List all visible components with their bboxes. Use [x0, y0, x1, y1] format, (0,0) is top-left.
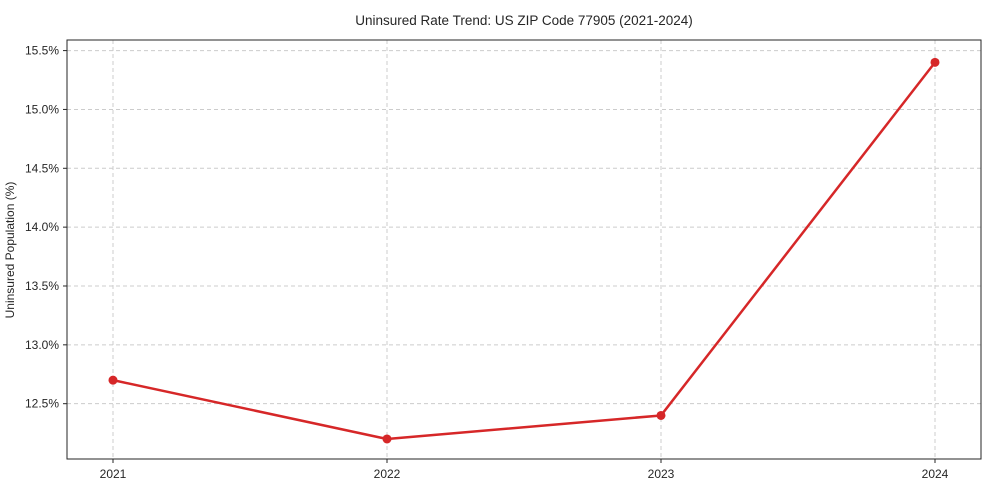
x-tick-label: 2021 [100, 467, 127, 481]
x-tick-label: 2024 [922, 467, 949, 481]
y-axis-label: Uninsured Population (%) [3, 182, 17, 319]
trend-line [111, 61, 937, 441]
plot-border [66, 39, 982, 460]
data-point-marker [382, 434, 392, 444]
data-series [108, 57, 940, 444]
y-tick-label: 15.5% [25, 44, 59, 58]
gridlines [67, 40, 981, 459]
x-tick-label: 2022 [374, 467, 401, 481]
data-point-marker [108, 375, 118, 385]
data-point-marker [656, 410, 666, 420]
y-tick-label: 14.5% [25, 161, 59, 175]
y-tick-label: 15.0% [25, 102, 59, 116]
y-tick-label: 13.5% [25, 279, 59, 293]
data-point-marker [930, 57, 940, 67]
axis-ticks [63, 50, 936, 463]
y-tick-label: 12.5% [25, 397, 59, 411]
x-tick-labels: 2021 2022 2023 2024 [100, 467, 949, 481]
chart-title: Uninsured Rate Trend: US ZIP Code 77905 … [355, 13, 692, 28]
y-tick-labels: 12.5% 13.0% 13.5% 14.0% 14.5% 15.0% 15.5% [25, 44, 59, 411]
y-tick-label: 14.0% [25, 220, 59, 234]
y-tick-label: 13.0% [25, 338, 59, 352]
x-tick-label: 2023 [648, 467, 675, 481]
